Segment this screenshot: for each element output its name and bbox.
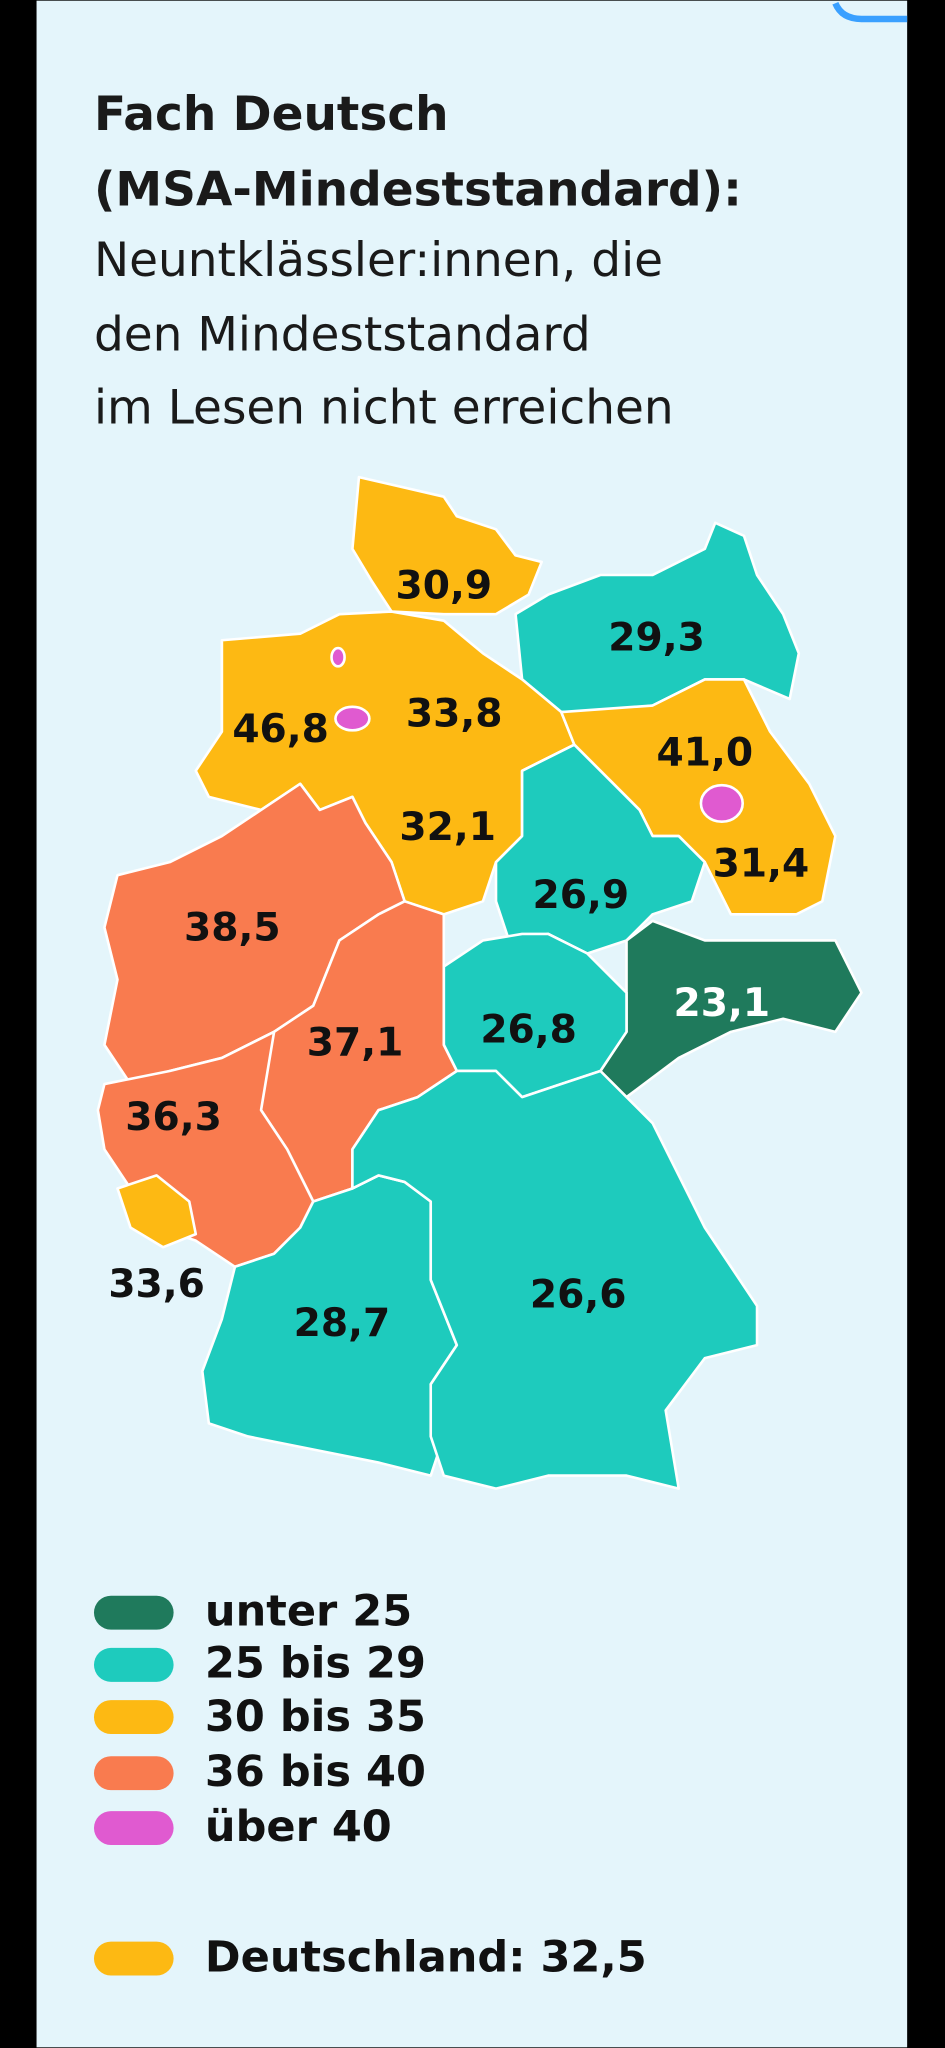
region-value: 36,3 bbox=[125, 1095, 222, 1140]
region-value: 33,8 bbox=[406, 691, 503, 736]
city-state bbox=[699, 783, 744, 823]
region-value: 23,1 bbox=[674, 981, 771, 1026]
state bbox=[116, 1174, 198, 1249]
region-value: 46,8 bbox=[232, 707, 329, 752]
title-line: (MSA-Mindeststandard): bbox=[94, 163, 742, 218]
subtitle-line: den Mindeststandard bbox=[94, 307, 591, 362]
state bbox=[351, 1069, 759, 1490]
legend-swatch bbox=[93, 1595, 174, 1630]
region-value: 26,9 bbox=[533, 873, 630, 918]
map bbox=[96, 475, 863, 1490]
legend-label: 30 bis 35 bbox=[205, 1692, 426, 1742]
region-value: 26,8 bbox=[480, 1007, 577, 1052]
state bbox=[494, 743, 707, 955]
region-value: 28,7 bbox=[294, 1301, 391, 1346]
subtitle-line: Neuntklässler:innen, die bbox=[94, 233, 663, 288]
region-value: 33,6 bbox=[108, 1262, 205, 1307]
region-value: 26,6 bbox=[530, 1272, 627, 1317]
legend-label: 36 bis 40 bbox=[205, 1747, 426, 1797]
region-value: 37,1 bbox=[307, 1020, 404, 1065]
map-labels: 30,9 29,3 41,0 46,8 33,8 32,1 31,4 26,9 … bbox=[108, 564, 809, 1346]
legend-label: unter 25 bbox=[205, 1586, 412, 1636]
region-value: 29,3 bbox=[608, 616, 705, 661]
legend-swatch bbox=[93, 1811, 174, 1846]
region-value: 38,5 bbox=[184, 906, 281, 951]
legend: unter 25 25 bis 29 30 bis 35 36 bis 40 ü… bbox=[93, 1586, 647, 1982]
legend-swatch bbox=[93, 1756, 174, 1791]
legend-swatch bbox=[93, 1700, 174, 1735]
state bbox=[351, 475, 543, 616]
legend-label: 25 bis 29 bbox=[205, 1639, 426, 1689]
city-state bbox=[334, 705, 371, 732]
city-state bbox=[330, 646, 346, 668]
region-value: 31,4 bbox=[713, 842, 810, 887]
national-swatch bbox=[93, 1941, 174, 1976]
region-value: 30,9 bbox=[395, 564, 492, 609]
region-value: 32,1 bbox=[399, 805, 496, 850]
national-label: Deutschland: 32,5 bbox=[205, 1932, 647, 1982]
title-line: Fach Deutsch bbox=[94, 87, 449, 142]
corner-widget bbox=[832, 1, 908, 23]
region-value: 41,0 bbox=[657, 731, 754, 776]
subtitle-line: im Lesen nicht erreichen bbox=[94, 381, 674, 436]
legend-label: über 40 bbox=[205, 1802, 392, 1852]
legend-swatch bbox=[93, 1647, 174, 1682]
